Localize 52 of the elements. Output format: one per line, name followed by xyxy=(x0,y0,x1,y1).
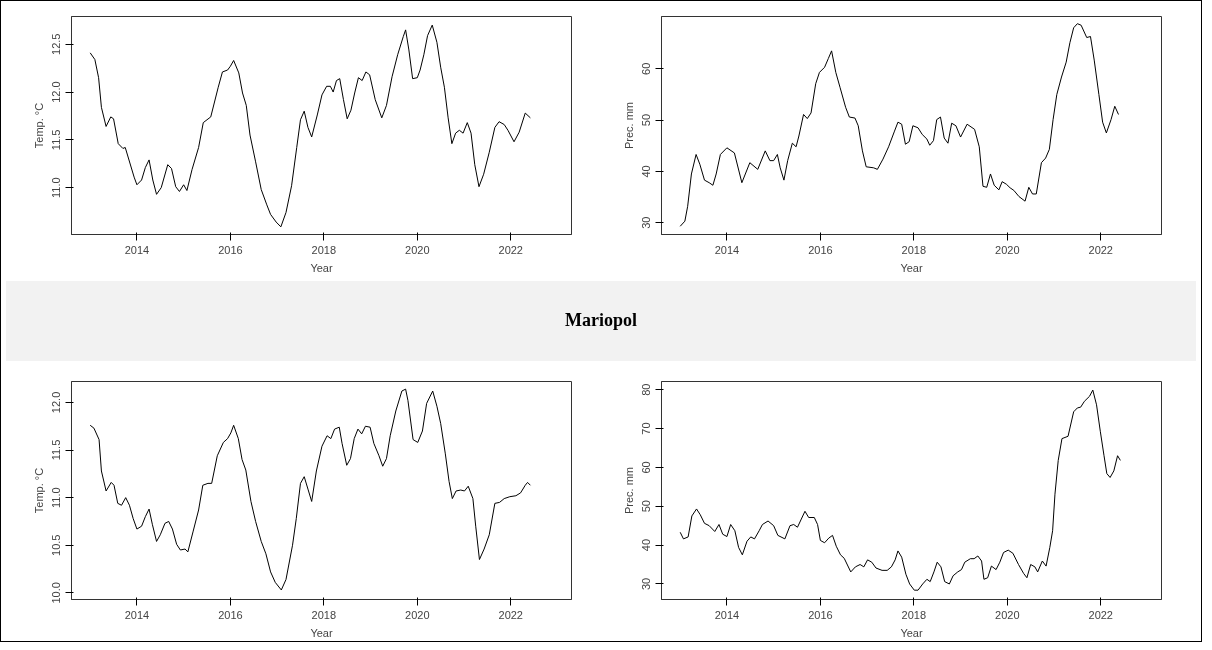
y-tick-label: 80 xyxy=(640,383,653,396)
y-tick-label: 40 xyxy=(640,165,653,178)
y-tick-label: 60 xyxy=(640,461,653,474)
x-axis-title: Year xyxy=(310,261,333,274)
y-tick-label: 10.0 xyxy=(50,582,63,604)
line-series xyxy=(679,389,1121,591)
y-axis-title: Prec. mm xyxy=(622,466,635,515)
x-tick-label: 2016 xyxy=(808,608,833,621)
x-tick-label: 2018 xyxy=(901,243,927,256)
x-tick-label: 2022 xyxy=(1088,243,1113,256)
y-tick-label: 60 xyxy=(640,62,653,75)
y-tick-label: 12.5 xyxy=(50,33,63,55)
line-series xyxy=(89,388,531,591)
y-tick-label: 11.5 xyxy=(50,439,63,461)
y-tick-label: 30 xyxy=(640,216,653,229)
x-tick-label: 2014 xyxy=(124,243,150,256)
x-tick-label: 2016 xyxy=(218,608,243,621)
y-tick-label: 40 xyxy=(640,538,653,552)
y-axis-title: Prec. mm xyxy=(622,101,635,150)
y-tick-label: 11.0 xyxy=(50,177,63,198)
x-tick-label: 2020 xyxy=(405,243,430,256)
x-tick-label: 2022 xyxy=(1088,608,1113,621)
x-tick-label: 2020 xyxy=(995,243,1020,256)
x-tick-label: 2018 xyxy=(311,608,337,621)
x-tick-label: 2018 xyxy=(901,608,927,621)
y-tick-label: 11.0 xyxy=(50,487,63,508)
x-tick-label: 2022 xyxy=(498,243,523,256)
y-tick-label: 10.5 xyxy=(50,534,63,556)
y-axis-title: Temp. °C xyxy=(32,467,45,514)
y-tick-label: 30 xyxy=(640,577,653,591)
x-axis-title: Year xyxy=(900,261,923,274)
x-tick-label: 2020 xyxy=(405,608,430,621)
x-tick-label: 2020 xyxy=(995,608,1020,621)
y-axis-title: Temp. °C xyxy=(32,102,45,149)
chart-title: Mariopol xyxy=(565,309,637,333)
x-axis-title: Year xyxy=(900,626,923,639)
line-series xyxy=(679,23,1120,227)
y-tick-label: 50 xyxy=(640,113,653,127)
x-axis-title: Year xyxy=(310,626,333,639)
x-tick-label: 2016 xyxy=(218,243,243,256)
y-tick-label: 50 xyxy=(640,500,653,513)
x-tick-label: 2022 xyxy=(498,608,523,621)
x-tick-label: 2014 xyxy=(714,243,740,256)
y-tick-label: 12.0 xyxy=(50,81,63,103)
x-tick-label: 2014 xyxy=(714,608,740,621)
x-tick-label: 2016 xyxy=(808,243,833,256)
y-tick-label: 11.5 xyxy=(50,129,63,151)
y-tick-label: 70 xyxy=(640,422,653,435)
x-tick-label: 2014 xyxy=(124,608,150,621)
x-tick-label: 2018 xyxy=(311,243,337,256)
line-series xyxy=(89,24,531,228)
y-tick-label: 12.0 xyxy=(50,391,63,414)
